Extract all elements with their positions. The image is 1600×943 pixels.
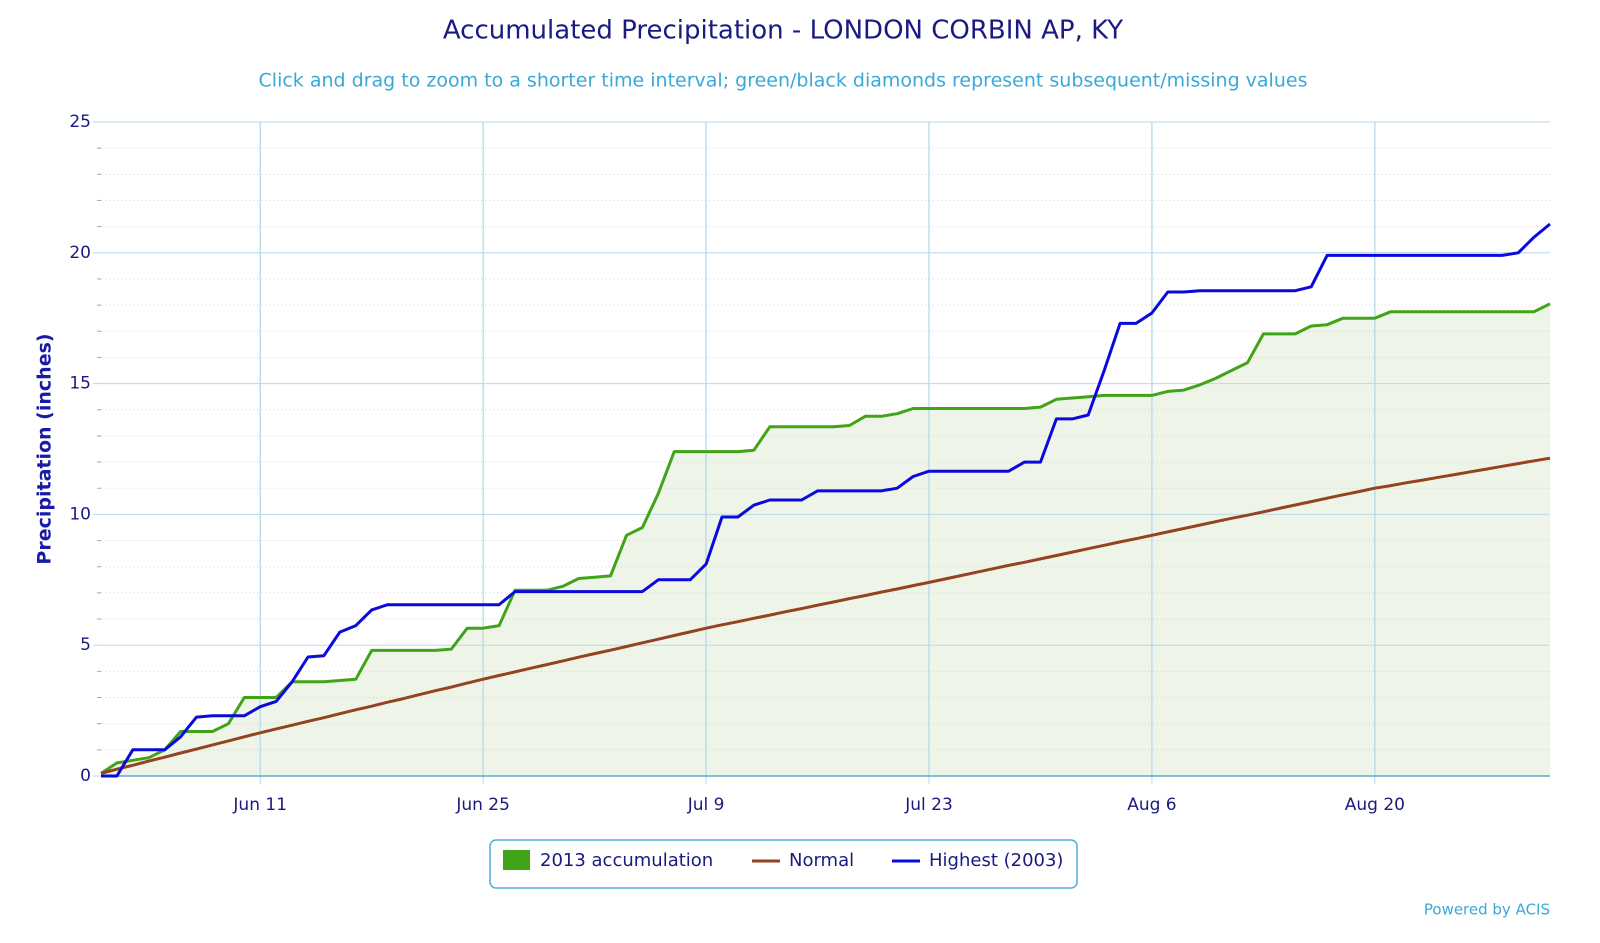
chart-subtitle: Click and drag to zoom to a shorter time…	[259, 70, 1308, 92]
series-line	[100, 302, 1551, 775]
y-tick-label: 0	[80, 766, 91, 786]
y-tick-label: 5	[80, 635, 91, 655]
series-line	[101, 222, 1551, 778]
credit: Powered by ACIS	[1424, 901, 1550, 919]
plot-layer: 0 5 10 15 20 25 Jun 11 Jun 25 Jul 9 Jul 23 Aug 6 Au…	[69, 112, 1551, 815]
y-tick-label: 20	[69, 243, 91, 263]
y-tick-label: 10	[69, 504, 91, 524]
x-tick-label: Jun 25	[455, 795, 510, 815]
x-tick-label: Jun 11	[232, 795, 287, 815]
y-tick-label: 25	[69, 112, 91, 132]
legend-swatch	[503, 850, 530, 870]
y-tick-label: 15	[69, 374, 91, 394]
x-tick-label: Aug 6	[1127, 795, 1176, 815]
series-line	[100, 456, 1551, 775]
x-tick-label: Aug 20	[1345, 795, 1405, 815]
legend-label: 2013 accumulation	[540, 850, 713, 871]
chart-title: Accumulated Precipitation - LONDON CORBI…	[443, 16, 1123, 46]
legend-box	[489, 839, 1078, 889]
x-tick-label: Jul 9	[687, 795, 725, 815]
x-tick-label: Jul 23	[904, 795, 953, 815]
legend-label: Highest (2003)	[929, 850, 1063, 871]
y-axis-label: Precipitation (inches)	[34, 333, 56, 564]
area-fill	[101, 303, 1550, 776]
legend-label: Normal	[789, 850, 854, 871]
